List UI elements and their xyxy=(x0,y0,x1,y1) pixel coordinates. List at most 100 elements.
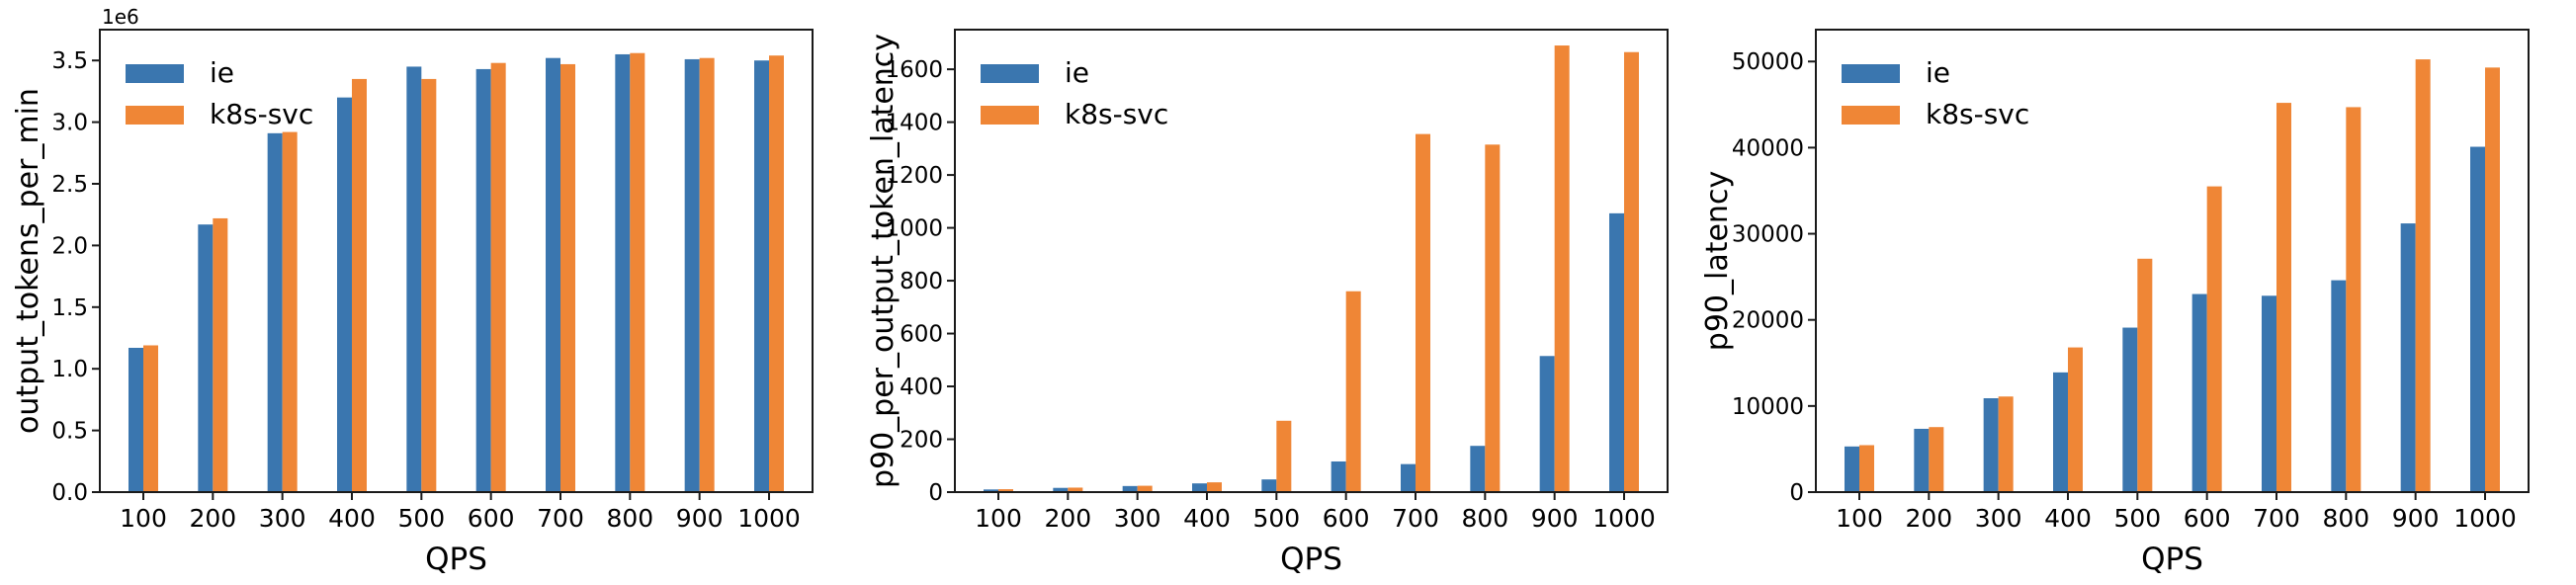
y-tick-label: 0.5 xyxy=(51,419,88,445)
x-tick-label: 300 xyxy=(1114,504,1161,533)
x-tick-label: 600 xyxy=(2184,504,2231,533)
x-tick-label: 800 xyxy=(1461,504,1508,533)
x-tick-label: 300 xyxy=(1975,504,2022,533)
legend-swatch-k8s-svc xyxy=(981,106,1039,125)
bar-ie-qps-100 xyxy=(984,489,998,492)
bar-ie-qps-500 xyxy=(1261,479,1277,492)
y-axis-offset-text: 1e6 xyxy=(102,5,139,29)
x-tick-label: 900 xyxy=(676,504,724,533)
x-tick-label: 1000 xyxy=(1592,504,1656,533)
bar-ie-qps-600 xyxy=(1331,460,1346,492)
bar-k8s-svc-qps-500 xyxy=(421,78,437,493)
bar-k8s-svc-qps-400 xyxy=(1207,482,1222,492)
bar-k8s-svc-qps-200 xyxy=(1929,427,1944,492)
bar-ie-qps-800 xyxy=(1470,446,1486,492)
bar-k8s-svc-qps-600 xyxy=(490,62,506,493)
bar-ie-qps-400 xyxy=(2053,372,2068,492)
bar-k8s-svc-qps-300 xyxy=(1998,396,2014,492)
y-tick-label: 0 xyxy=(1789,480,1804,506)
axes-spines xyxy=(99,29,814,493)
legend-label-k8s-svc: k8s-svc xyxy=(210,98,313,130)
bar-k8s-svc-qps-600 xyxy=(2206,186,2222,492)
bar-ie-qps-700 xyxy=(2262,295,2276,492)
bar-k8s-svc-qps-700 xyxy=(560,63,575,492)
y-tick-label: 50000 xyxy=(1732,49,1804,75)
chart-panel-3: 0 10000 20000 30000 40000 50000 100 200 300 400 50… xyxy=(1700,29,2530,577)
bar-k8s-svc-qps-800 xyxy=(630,52,645,492)
legend-label-ie: ie xyxy=(210,56,234,89)
x-tick-label: 1000 xyxy=(737,504,801,533)
legend-label-ie: ie xyxy=(1926,56,1950,89)
chart-panel-1: 0.0 0.5 1.0 1.5 2.0 2.5 3.0 3.5 100 200 300 400 500 6… xyxy=(11,5,814,577)
bar-k8s-svc-qps-800 xyxy=(2346,107,2361,492)
x-axis-label: QPS xyxy=(2141,542,2203,577)
axes-spines xyxy=(954,29,1669,493)
bar-ie-qps-100 xyxy=(1845,446,1859,492)
bar-ie-qps-800 xyxy=(2331,280,2347,492)
y-tick-label: 40000 xyxy=(1732,135,1804,161)
bar-ie-qps-200 xyxy=(1053,487,1069,492)
legend-label-k8s-svc: k8s-svc xyxy=(1065,98,1168,130)
y-tick-label: 200 xyxy=(900,428,943,454)
bar-ie-qps-200 xyxy=(1914,428,1930,492)
y-tick-label: 800 xyxy=(900,269,943,294)
y-tick-label: 600 xyxy=(900,322,943,348)
legend-swatch-k8s-svc xyxy=(126,106,184,125)
y-tick-label: 0 xyxy=(928,480,943,506)
x-tick-label: 900 xyxy=(1531,504,1579,533)
legend-swatch-ie xyxy=(126,64,184,83)
bar-ie-qps-1000 xyxy=(754,60,769,492)
legend-label-ie: ie xyxy=(1065,56,1089,89)
bar-k8s-svc-qps-700 xyxy=(2276,103,2291,492)
x-tick-label: 500 xyxy=(397,504,445,533)
bar-k8s-svc-qps-600 xyxy=(1345,291,1361,492)
y-tick-label: 2.5 xyxy=(51,172,88,198)
x-tick-label: 900 xyxy=(2392,504,2440,533)
bar-k8s-svc-qps-500 xyxy=(2137,258,2153,492)
bar-ie-qps-300 xyxy=(267,132,283,492)
bar-ie-qps-100 xyxy=(129,347,143,492)
bar-ie-qps-600 xyxy=(475,68,491,492)
bar-k8s-svc-qps-100 xyxy=(1859,445,1874,492)
x-tick-label: 100 xyxy=(120,504,167,533)
bar-k8s-svc-qps-400 xyxy=(352,78,367,493)
x-tick-label: 700 xyxy=(537,504,584,533)
legend-swatch-k8s-svc xyxy=(1842,106,1900,125)
bar-ie-qps-500 xyxy=(406,66,422,492)
bar-ie-qps-900 xyxy=(2400,223,2416,492)
bar-ie-qps-600 xyxy=(2191,293,2207,492)
legend-label-k8s-svc: k8s-svc xyxy=(1926,98,2029,130)
bar-k8s-svc-qps-100 xyxy=(998,489,1013,492)
x-tick-label: 600 xyxy=(1323,504,1370,533)
bar-k8s-svc-qps-700 xyxy=(1416,133,1430,493)
bar-ie-qps-500 xyxy=(2122,327,2138,492)
y-tick-label: 3.0 xyxy=(51,111,88,136)
bar-ie-qps-400 xyxy=(1192,483,1207,492)
x-tick-label: 200 xyxy=(1905,504,1952,533)
x-tick-label: 400 xyxy=(2044,504,2092,533)
y-tick-label: 2.0 xyxy=(51,233,88,259)
x-axis-label: QPS xyxy=(425,542,487,577)
bar-k8s-svc-qps-1000 xyxy=(1624,51,1639,492)
x-tick-label: 100 xyxy=(975,504,1022,533)
y-tick-label: 1400 xyxy=(885,111,943,136)
legend-swatch-ie xyxy=(981,64,1039,83)
axes-spines xyxy=(1815,29,2530,493)
y-axis-label: p90_latency xyxy=(1700,171,1735,351)
bar-k8s-svc-qps-200 xyxy=(213,217,228,492)
y-tick-label: 3.5 xyxy=(51,48,88,74)
bar-ie-qps-1000 xyxy=(1609,212,1624,492)
y-tick-label: 1.0 xyxy=(51,357,88,382)
chart-panel-2: 0 200 400 600 800 1000 1200 1400 1600 100 200 300 40… xyxy=(866,29,1669,577)
bar-k8s-svc-qps-100 xyxy=(143,345,158,492)
x-tick-label: 400 xyxy=(328,504,376,533)
bar-ie-qps-400 xyxy=(337,97,352,492)
bar-ie-qps-700 xyxy=(1401,463,1416,492)
bar-k8s-svc-qps-500 xyxy=(1276,420,1292,492)
bar-k8s-svc-qps-1000 xyxy=(2485,67,2500,492)
bar-ie-qps-300 xyxy=(1983,398,1999,492)
y-tick-label: 10000 xyxy=(1732,394,1804,420)
x-tick-label: 800 xyxy=(2322,504,2369,533)
